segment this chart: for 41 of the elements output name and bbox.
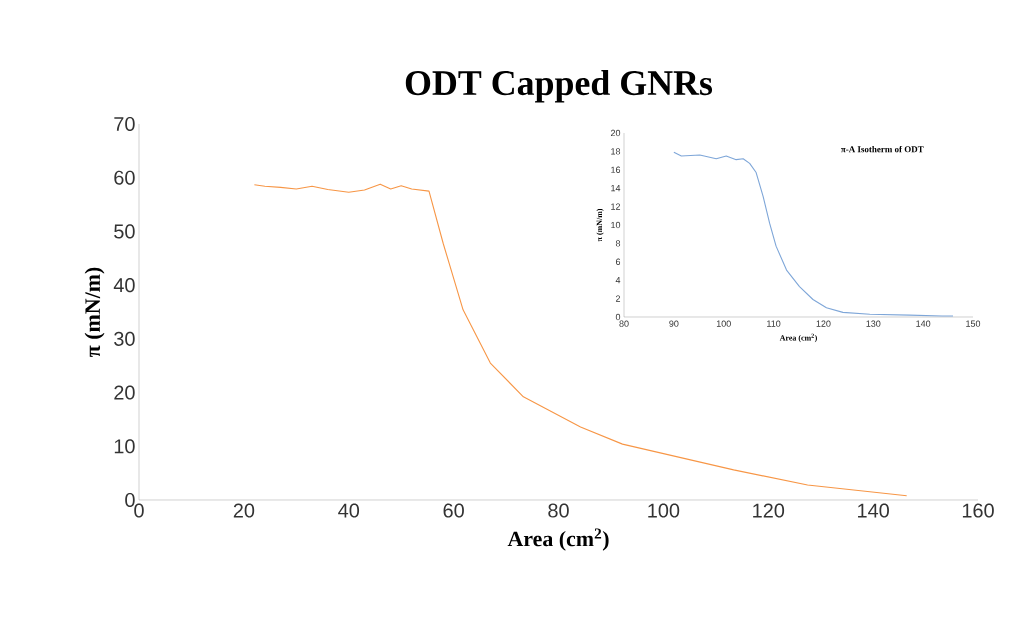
x-tick-label: 140 — [858, 503, 889, 518]
x-tick-label: 100 — [648, 503, 680, 518]
line-series — [253, 183, 908, 497]
x-tick-label: 90 — [669, 320, 679, 327]
y-tick-label: 14 — [611, 185, 621, 192]
y-tick-label: 20 — [114, 385, 135, 400]
y-tick-label: 12 — [611, 203, 621, 210]
y-tick-label: 70 — [114, 116, 135, 132]
y-axis-title: π (mN/m) — [84, 267, 105, 357]
y-tick-label: 16 — [611, 166, 621, 173]
x-tick-label: 80 — [548, 503, 569, 518]
y-tick-label: 10 — [611, 221, 621, 229]
y-tick-label: 0 — [615, 313, 621, 321]
x-tick-label: 150 — [966, 320, 981, 327]
x-tick-label: 160 — [962, 503, 994, 518]
chart-title: ODT Capped GNRs — [405, 69, 713, 103]
text: π-A Isotherm of ODT — [840, 145, 924, 153]
x-tick-label: 80 — [619, 320, 629, 327]
x-tick-label: 110 — [767, 320, 781, 327]
y-tick-label: 2 — [615, 295, 621, 302]
x-tick-label: 140 — [916, 320, 931, 327]
x-tick-label: 60 — [443, 503, 464, 518]
x-tick-label: 100 — [716, 320, 731, 327]
y-tick-label: 6 — [615, 258, 621, 265]
y-tick-label: 30 — [114, 331, 135, 346]
x-tick-label: 120 — [816, 320, 831, 327]
y-tick-label: 18 — [611, 148, 621, 155]
x-tick-label: 130 — [866, 320, 881, 327]
y-tick-label: 40 — [113, 278, 135, 293]
y-tick-label: 20 — [610, 129, 621, 137]
y-tick-label: 4 — [615, 277, 621, 284]
y-tick-label: 50 — [114, 224, 135, 239]
y-tick-label: 0 — [125, 492, 135, 508]
x-tick-label: 40 — [338, 503, 360, 518]
y-tick-label: 10 — [114, 439, 135, 454]
y-tick-label: 8 — [615, 240, 621, 247]
x-tick-label: 120 — [753, 503, 785, 518]
line-series — [673, 151, 954, 317]
x-tick-label: 20 — [233, 503, 255, 518]
y-tick-label: 60 — [114, 170, 135, 185]
x-axis-title: Area (cm$^{2}$) — [507, 528, 609, 551]
